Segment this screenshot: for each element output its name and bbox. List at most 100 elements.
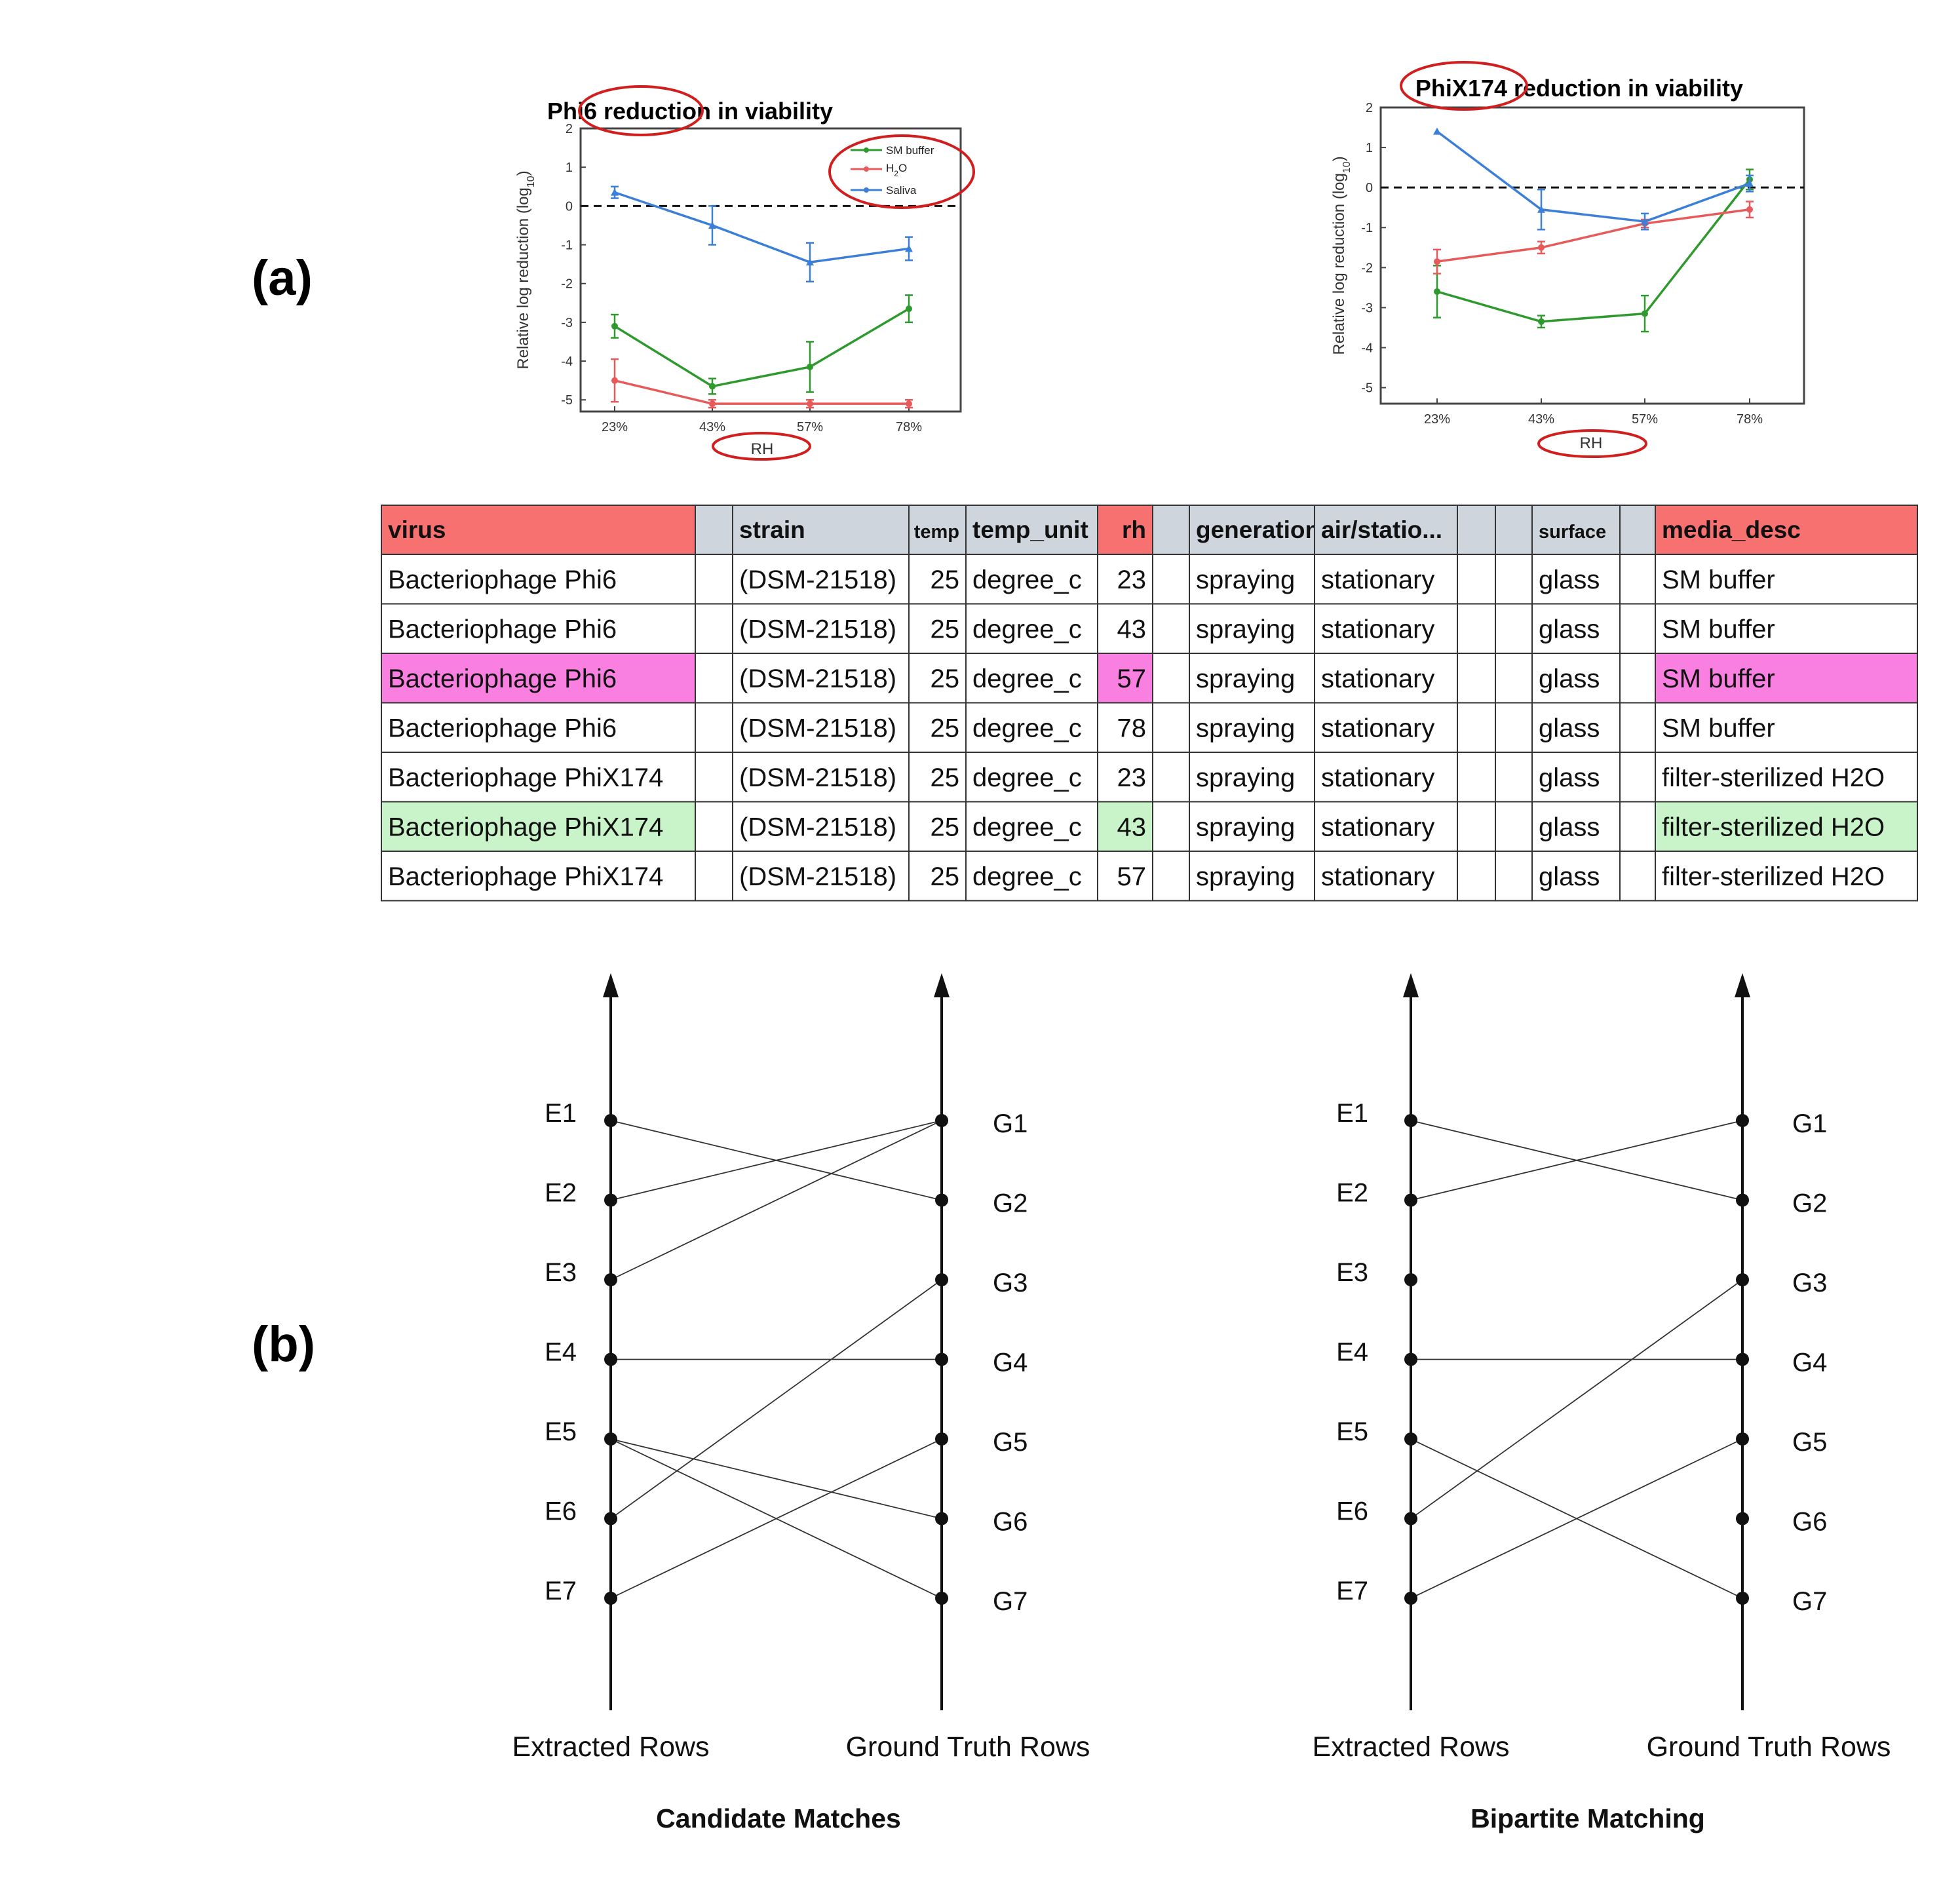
table-cell-text: glass (1539, 566, 1600, 594)
phix174-data-point (1746, 180, 1754, 187)
table-header-cell (1457, 505, 1496, 555)
table-cell-text: (DSM-21518) (739, 763, 896, 792)
candidate-edge-e3-g1 (610, 1120, 942, 1280)
table-cell (908, 702, 967, 753)
phix174-y-tick-label: -1 (1361, 221, 1373, 235)
table-cell-text: 25 (931, 615, 960, 644)
phi6-y-tick-label: 2 (566, 122, 573, 136)
phix174-series-sm-buffer (1436, 178, 1751, 323)
table-cell (1655, 801, 1918, 852)
table-header-cell (1619, 505, 1656, 555)
table-cell (381, 603, 696, 654)
table-cell (908, 801, 967, 852)
table-cell (1619, 851, 1656, 902)
candidate-node-g3 (935, 1273, 948, 1286)
bipartite-node-label: E1 (1336, 1099, 1368, 1128)
phix174-data-point (1641, 218, 1649, 225)
table-cell (1189, 653, 1315, 704)
table-header-cell (1189, 505, 1315, 555)
bipartite-node-label: G7 (1792, 1587, 1827, 1616)
candidate-node-label: E4 (545, 1338, 577, 1367)
table-cell-text: (DSM-21518) (739, 566, 896, 594)
bipartite-node-label: E3 (1336, 1258, 1368, 1287)
table-cell-text: Bacteriophage Phi6 (388, 664, 617, 693)
phi6-data-point (611, 188, 619, 196)
candidate-node-label: G1 (993, 1109, 1028, 1138)
table-cell (1531, 752, 1621, 803)
table-cell (1152, 653, 1190, 704)
table-cell (732, 801, 910, 852)
bipartite-node-e6 (1404, 1512, 1417, 1525)
table-cell (1495, 603, 1533, 654)
table-cell (695, 801, 733, 852)
table-cell (1495, 851, 1533, 902)
candidate-node-label: G3 (993, 1269, 1028, 1297)
table-cell (695, 603, 733, 654)
table-cell (732, 554, 910, 605)
phi6-data-point (905, 244, 913, 252)
table-cell-text: glass (1539, 763, 1600, 792)
phi6-y-tick-label: -1 (561, 239, 573, 253)
table-cell-text: degree_c (972, 813, 1082, 842)
table-cell-text: 23 (1117, 566, 1147, 594)
table-cell-text: (DSM-21518) (739, 813, 896, 842)
table-cell-text: degree_c (972, 566, 1082, 594)
candidate-node-label: G2 (993, 1189, 1028, 1218)
candidate-node-label: E1 (545, 1099, 577, 1128)
phix174-y-tick-label: -2 (1361, 261, 1373, 275)
arrowhead-icon (603, 973, 619, 997)
bipartite-edge-e2-g1 (1410, 1120, 1743, 1201)
bipartite-matching-diagram: E1 E2 E3 E4 E5 E6 E7 G1 G2 G3 G4 G5 G6 G7 Extracted Ro… (1312, 973, 1891, 1763)
candidate-node-g6 (935, 1512, 948, 1525)
table-cell (1097, 752, 1153, 803)
phi6-plot-frame (579, 127, 962, 413)
phi6-title-highlight-oval (578, 85, 704, 136)
table-cell-text: degree_c (972, 763, 1082, 792)
table-cell-text: stationary (1321, 813, 1434, 842)
phi6-chart-title: Phi6 reduction in viability (547, 98, 833, 125)
table-cell (1619, 653, 1656, 704)
bipartite-node-g4 (1736, 1352, 1749, 1366)
table-cell-text: glass (1539, 664, 1600, 693)
bipartite-node-label: G1 (1792, 1109, 1827, 1138)
phix174-chart: PhiX174 reduction in viability 2 1 0 -1 -2 -3… (1330, 61, 1805, 458)
candidate-node-label: G6 (993, 1508, 1028, 1537)
phix174-y-tick-label: -4 (1361, 341, 1373, 355)
table-cell (1495, 653, 1533, 704)
phi6-series-sm-buffer (614, 307, 910, 388)
table-cell-text: filter-sterilized H2O (1662, 813, 1885, 842)
table-cell-text: Bacteriophage PhiX174 (388, 862, 663, 891)
table-cell-text: stationary (1321, 615, 1434, 644)
phix174-data-point (1434, 288, 1440, 295)
table-header-label: rh (1122, 516, 1146, 543)
table-cell (1531, 801, 1621, 852)
candidate-node-g2 (935, 1193, 948, 1207)
table-cell (1495, 752, 1533, 803)
table-cell (1097, 851, 1153, 902)
table-cell-text: 43 (1117, 615, 1147, 644)
bipartite-node-label: E6 (1336, 1497, 1368, 1526)
phi6-legend-highlight-oval (828, 134, 975, 209)
table-cell (1457, 801, 1496, 852)
table-cell (732, 702, 910, 753)
table-header-cell (732, 505, 910, 555)
table-cell-text: degree_c (972, 714, 1082, 743)
table-header-cell (1655, 505, 1918, 555)
table-cell-text: Bacteriophage Phi6 (388, 615, 617, 644)
table-cell (1152, 603, 1190, 654)
candidate-node-label: E2 (545, 1179, 577, 1208)
bipartite-node-label: E2 (1336, 1179, 1368, 1208)
table-cell-text: spraying (1196, 813, 1295, 842)
candidate-matches-caption: Candidate Matches (656, 1803, 901, 1833)
candidate-matches-diagram: E1 E2 E3 E4 E5 E6 E7 G1 G2 G3 G4 G5 G6 G7 Extracted Ro… (512, 973, 1090, 1763)
table-cell (1097, 801, 1153, 852)
bipartite-node-e5 (1404, 1432, 1417, 1446)
candidate-node-e5 (604, 1432, 617, 1446)
table-cell (381, 752, 696, 803)
table-cell (1152, 554, 1190, 605)
phix174-data-point (1537, 205, 1545, 213)
table-cell-text: SM buffer (1662, 714, 1775, 743)
candidate-node-e2 (604, 1193, 617, 1207)
phix174-data-point (1434, 258, 1440, 265)
